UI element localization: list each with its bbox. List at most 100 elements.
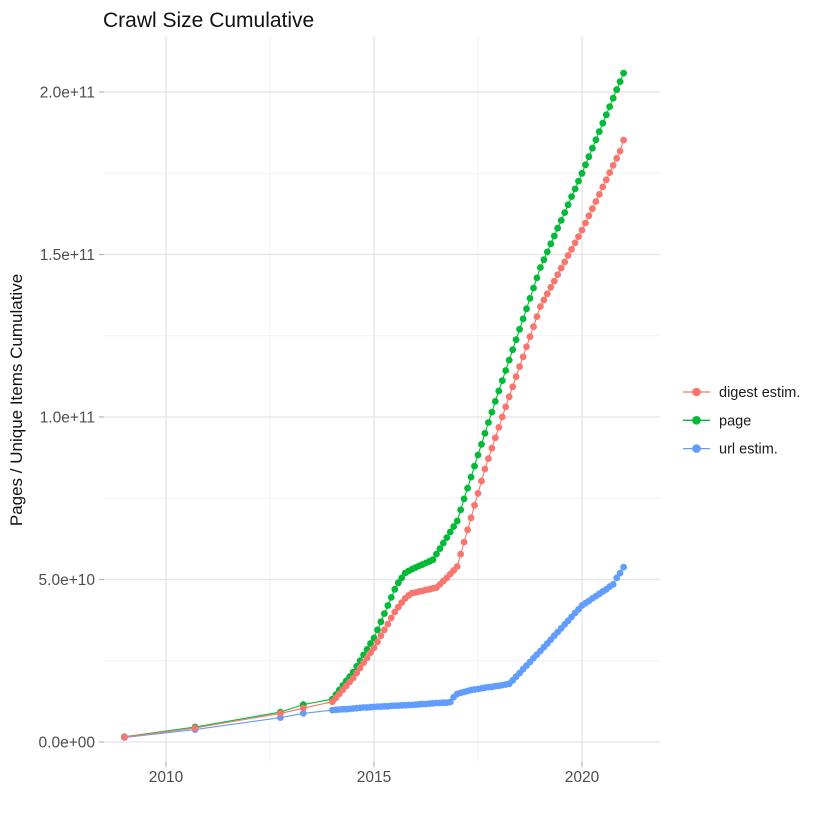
data-point [616,147,624,155]
data-point [609,581,617,588]
data-point [519,315,527,323]
data-point [602,176,610,184]
data-point [582,161,589,169]
data-point [387,594,395,601]
data-point [377,632,385,640]
data-point [191,724,199,732]
data-point [394,579,402,587]
data-point [471,462,478,470]
data-point [557,264,565,272]
data-point [495,424,503,431]
data-point [481,465,489,473]
data-point [530,284,537,292]
data-point [609,162,617,169]
data-point [471,502,478,509]
gridlines [104,36,660,762]
data-point [602,111,610,119]
data-point [564,252,572,259]
data-point [398,574,406,582]
data-point [540,296,548,304]
legend-item-label: url estim. [719,442,778,458]
data-point [478,477,485,485]
data-point [391,608,399,616]
data-point [356,664,364,672]
data-point [505,356,513,364]
data-point [526,295,534,302]
data-point [349,674,357,682]
series-digest-estim [121,136,627,741]
data-point [523,305,530,313]
data-point [488,444,496,452]
data-point [616,569,624,577]
data-point [582,219,589,227]
data-point [606,169,614,177]
data-point [370,644,378,652]
data-point [374,638,381,646]
data-point [561,258,569,266]
data-point [481,429,489,437]
data-point [460,495,468,503]
data-point [436,545,444,552]
data-point [519,353,527,361]
data-point [453,517,461,525]
data-point [360,659,367,667]
data-point [599,119,607,127]
data-point [550,232,558,240]
data-point [595,128,603,136]
data-point [464,526,471,534]
data-point [578,169,586,177]
data-point [505,393,513,401]
data-point [568,245,575,253]
data-point [498,413,506,421]
data-point [547,283,555,291]
data-point [474,451,482,459]
data-point [575,177,582,185]
data-point [543,248,551,256]
data-point [443,534,451,541]
data-point [467,514,475,522]
data-point [557,217,565,224]
legend-key-point [692,444,701,453]
x-tick-label: 2015 [357,769,391,786]
y-tick-label: 0.0e+00 [39,735,96,752]
data-point [554,271,562,278]
data-point [495,387,503,395]
legend-item-digest-estim: digest estim. [683,385,800,401]
data-point [439,539,447,547]
data-point [537,264,544,271]
y-tick-label: 1.5e+11 [40,247,95,264]
data-point [453,563,461,570]
data-point [467,473,475,481]
data-point [575,233,582,241]
data-point [599,183,607,191]
legend-key-point [692,387,701,397]
data-point [509,346,517,354]
data-point [554,224,562,232]
data-point [491,398,499,405]
data-point [460,538,468,546]
legend-item-page: page [683,413,751,429]
data-point [391,585,399,593]
data-point [512,373,520,381]
data-point [474,490,482,497]
data-point [620,563,627,571]
data-point [589,144,596,152]
data-point [457,550,465,558]
data-point [429,556,437,564]
data-point [620,69,627,77]
data-point [613,86,621,94]
data-point [613,574,621,582]
legend-item-label: page [719,413,751,429]
data-point [387,614,395,622]
data-point [606,103,614,110]
data-point [564,201,572,209]
chart-title: Crawl Size Cumulative [103,9,314,32]
data-point [561,209,569,217]
y-tick-label: 2.0e+11 [40,85,95,102]
data-point [277,710,284,717]
y-tick-label: 5.0e+10 [39,572,96,589]
data-point [516,363,523,370]
data-point [585,212,593,220]
data-point [488,408,496,416]
